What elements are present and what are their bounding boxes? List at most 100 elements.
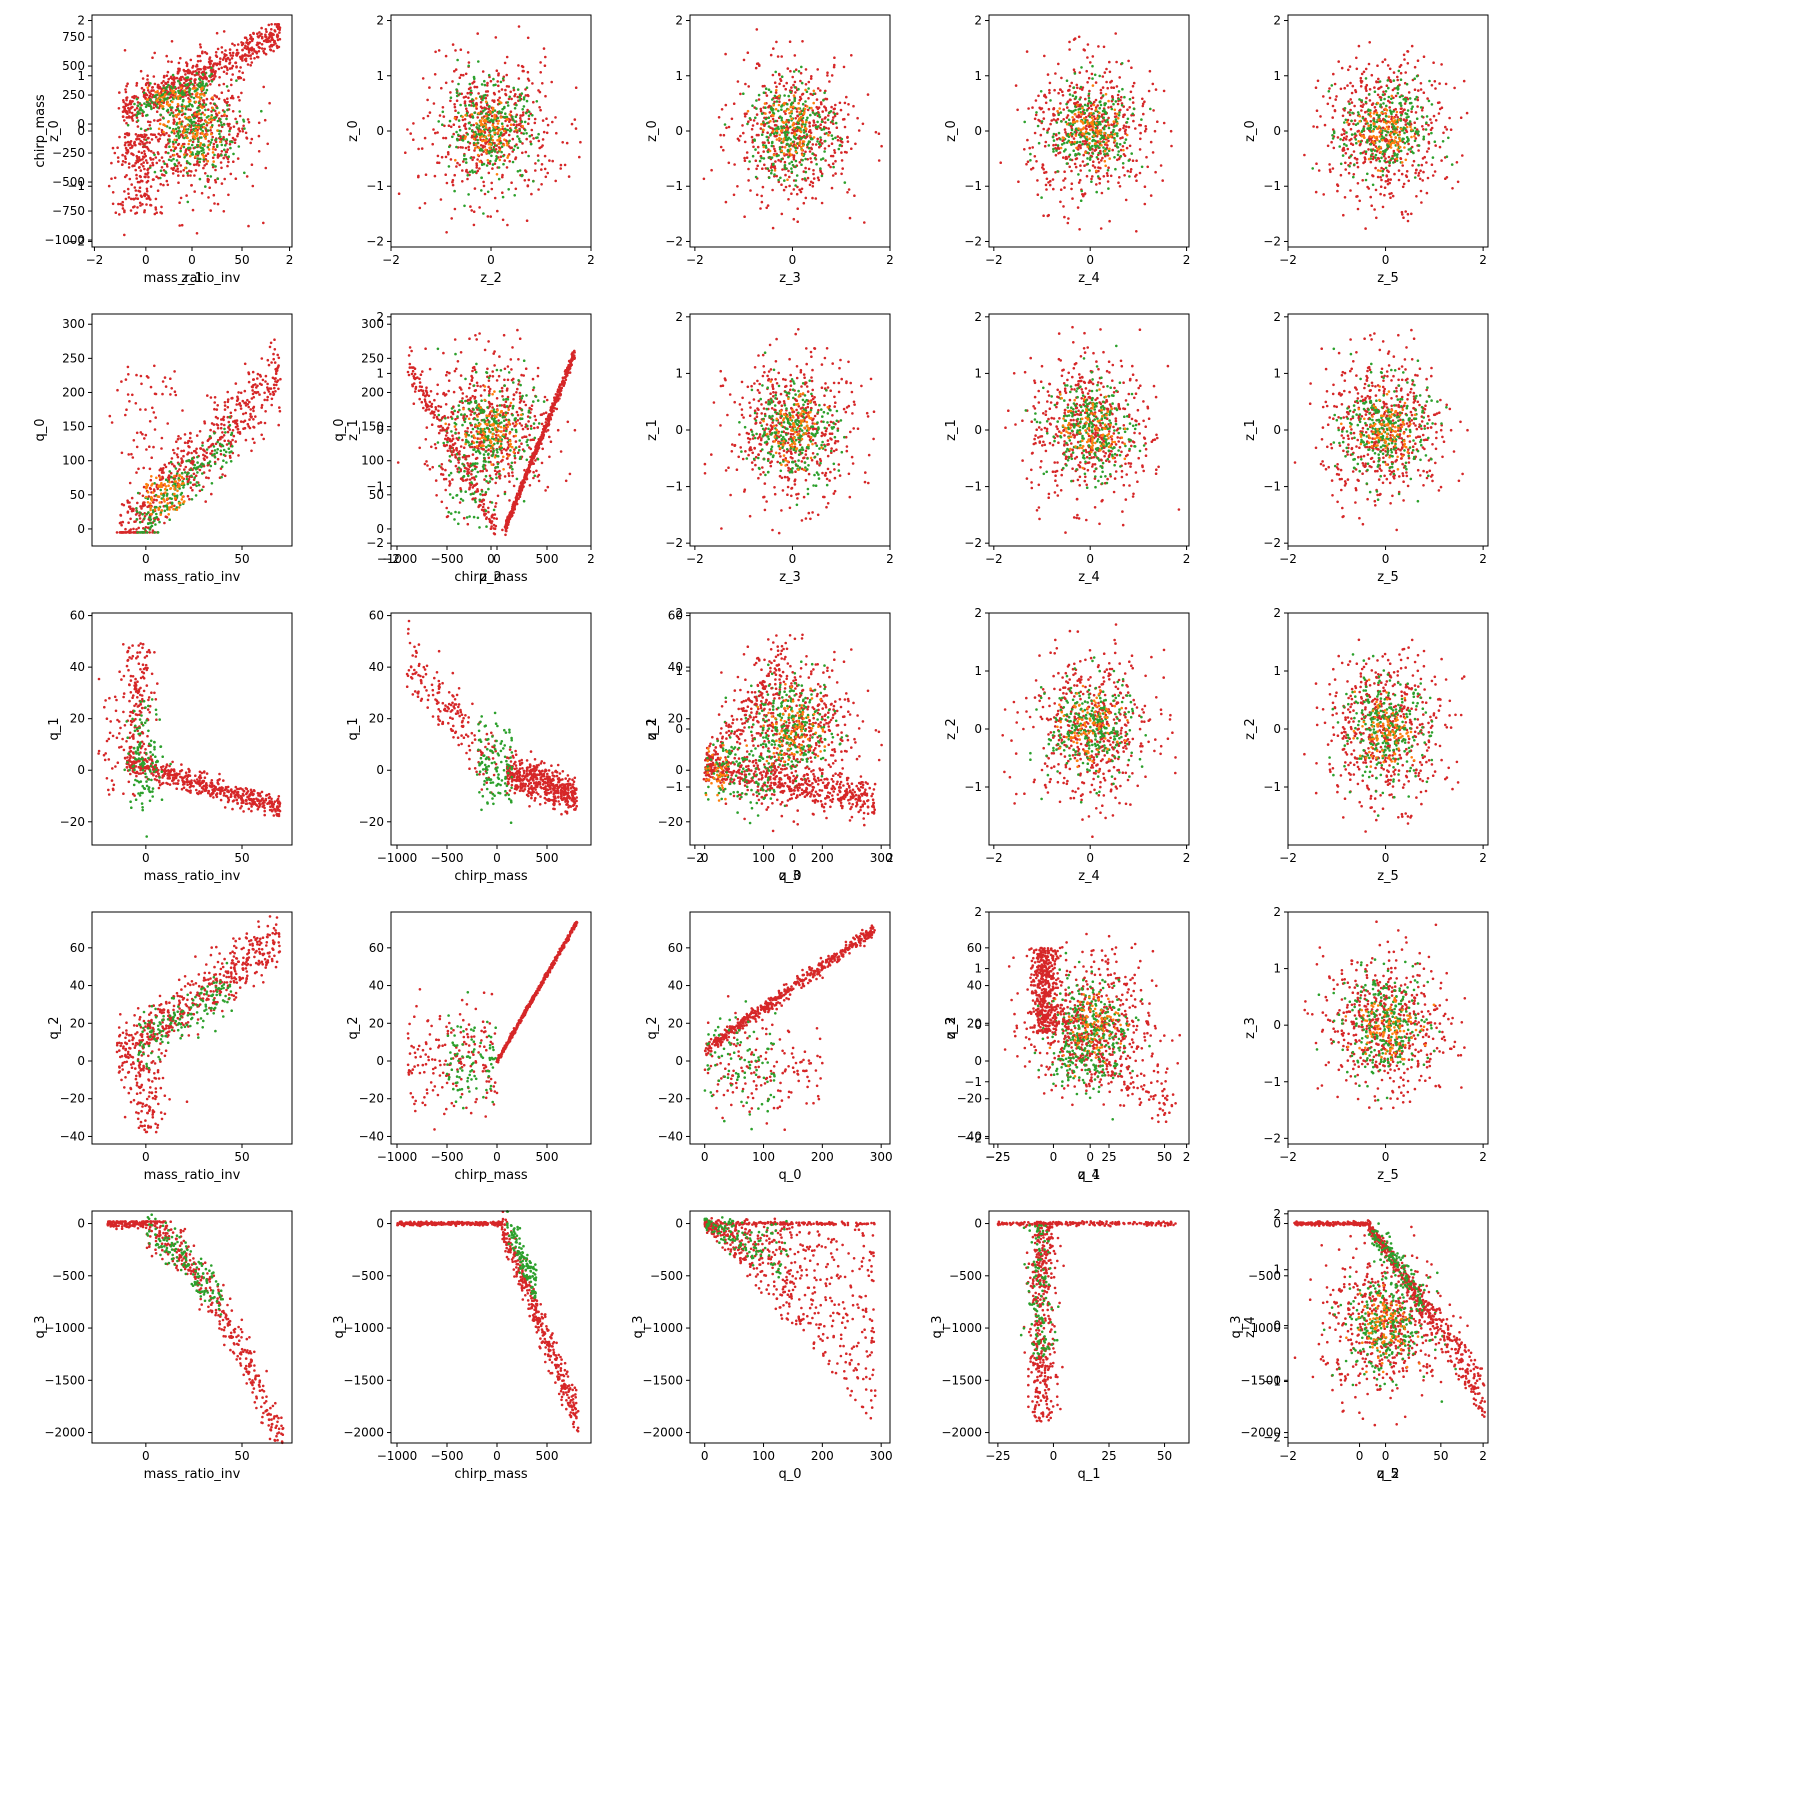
scatter-point: [777, 109, 780, 113]
scatter-point: [830, 105, 833, 109]
x-tick-label: −2: [985, 253, 1003, 267]
scatter-point: [131, 164, 134, 168]
scatter-point: [773, 81, 777, 84]
scatter-point: [1083, 117, 1086, 120]
scatter-point: [173, 81, 176, 84]
scatter-point: [170, 159, 173, 162]
scatter-point: [232, 125, 236, 128]
scatter-point: [843, 125, 847, 129]
scatter-point: [1054, 153, 1058, 157]
scatter-point: [212, 193, 216, 197]
scatter-point: [1034, 113, 1038, 117]
scatter-point: [804, 157, 807, 161]
scatter-point: [804, 150, 807, 154]
scatter-point: [514, 93, 517, 96]
scatter-point: [777, 154, 780, 157]
scatter-point: [515, 103, 518, 107]
scatter-point: [1088, 169, 1091, 172]
scatter-point: [798, 111, 802, 114]
scatter-point: [171, 83, 175, 86]
scatter-point: [727, 125, 731, 129]
scatter-point: [1393, 152, 1396, 155]
scatter-point: [791, 75, 794, 79]
scatter-point: [1079, 146, 1082, 150]
scatter-point: [493, 113, 497, 117]
scatter-point: [537, 132, 540, 136]
scatter-point: [812, 136, 816, 139]
scatter-point: [780, 212, 784, 216]
scatter-point: [210, 115, 213, 119]
y-tick-label: 2: [1273, 14, 1281, 28]
scatter-point: [1061, 136, 1065, 139]
scatter-point: [1073, 130, 1077, 134]
scatter-point: [211, 96, 214, 99]
scatter-point: [1343, 121, 1346, 124]
scatter-point: [264, 28, 268, 31]
scatter-point: [175, 76, 179, 80]
scatter-point: [1113, 115, 1117, 119]
scatter-point: [197, 122, 200, 126]
scatter-point: [1358, 120, 1361, 123]
scatter-point: [177, 122, 181, 125]
scatter-point: [807, 167, 811, 171]
scatter-point: [202, 99, 206, 102]
scatter-point: [165, 54, 168, 58]
scatter-point: [802, 140, 806, 143]
scatter-point: [497, 119, 501, 123]
scatter-point: [201, 153, 204, 157]
scatter-point: [180, 109, 184, 112]
scatter-point: [847, 113, 850, 116]
scatter-point: [192, 127, 195, 131]
scatter-point: [1351, 84, 1355, 88]
scatter-point: [810, 160, 813, 164]
scatter-point: [131, 105, 134, 109]
scatter-point: [441, 110, 445, 114]
scatter-point: [228, 142, 232, 146]
scatter-point: [807, 146, 811, 150]
scatter-point: [1151, 82, 1155, 86]
scatter-point: [1384, 166, 1388, 170]
scatter-point: [809, 134, 812, 137]
scatter-point: [1117, 117, 1120, 120]
scatter-point: [746, 51, 750, 54]
scatter-point: [774, 160, 777, 163]
scatter-point: [1453, 86, 1456, 90]
scatter-point: [771, 163, 775, 166]
scatter-point: [455, 94, 459, 98]
scatter-point: [794, 137, 798, 140]
scatter-point: [812, 119, 815, 122]
scatter-point: [270, 23, 273, 26]
scatter-point: [202, 158, 205, 161]
scatter-point: [269, 32, 273, 35]
scatter-point: [1427, 99, 1431, 103]
scatter-point: [1381, 93, 1385, 96]
scatter-point: [1129, 168, 1133, 171]
scatter-point: [212, 62, 216, 65]
scatter-point: [1123, 129, 1127, 133]
scatter-point: [807, 87, 810, 90]
scatter-point: [787, 136, 791, 140]
scatter-point: [1102, 127, 1106, 131]
scatter-point: [125, 84, 128, 88]
scatter-point: [775, 174, 778, 178]
scatter-point: [1389, 80, 1393, 83]
scatter-point: [1350, 133, 1354, 136]
scatter-point: [214, 116, 217, 119]
scatter-point: [526, 108, 529, 112]
scatter-point: [506, 101, 510, 104]
scatter-point: [1051, 135, 1055, 139]
scatter-point: [177, 112, 180, 116]
scatter-point: [1102, 116, 1105, 120]
scatter-point: [1045, 188, 1048, 191]
scatter-point: [749, 189, 752, 192]
x-axis-label: z_4: [1078, 271, 1100, 286]
scatter-point: [151, 86, 154, 89]
scatter-point: [237, 76, 240, 79]
scatter-point: [1059, 111, 1063, 114]
scatter-point: [755, 113, 759, 116]
scatter-point: [447, 152, 450, 156]
scatter-point: [539, 61, 542, 64]
scatter-point: [757, 133, 760, 137]
scatter-point: [1103, 150, 1107, 153]
scatter-point: [218, 140, 222, 144]
